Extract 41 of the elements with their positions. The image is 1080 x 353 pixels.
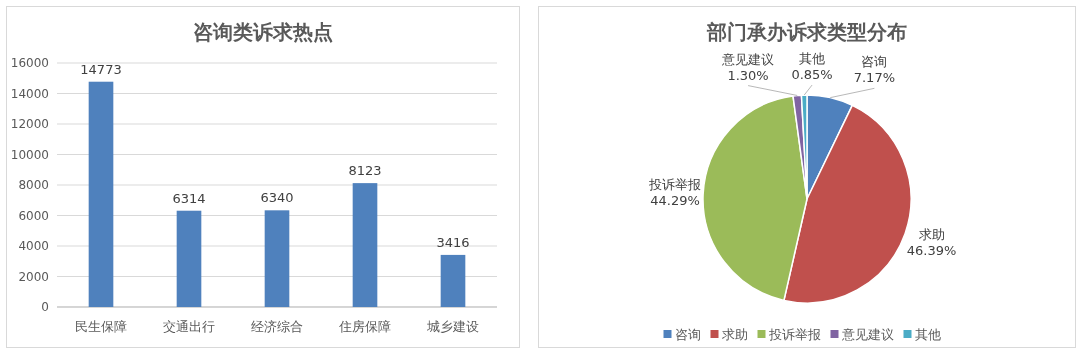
slice-label: 咨询 (861, 54, 888, 70)
y-tick-label: 16000 (10, 56, 49, 70)
bar (440, 254, 466, 307)
y-tick-label: 6000 (18, 208, 49, 223)
data-label: 1.30% (727, 67, 769, 83)
x-tick-label: 住房保障 (338, 319, 391, 334)
data-label: 44.29% (650, 193, 700, 209)
data-label: 7.17% (853, 70, 896, 86)
legend-label: 求助 (721, 327, 748, 342)
x-tick-label: 交通出行 (163, 319, 215, 334)
data-label: 3416 (436, 234, 470, 250)
slice-label: 意见建议 (721, 51, 775, 67)
y-tick-label: 0 (41, 300, 49, 314)
data-label: 6314 (172, 190, 206, 206)
chart-title: 部门承办诉求类型分布 (706, 20, 907, 44)
data-label: 46.39% (906, 242, 957, 258)
data-label: 8123 (348, 163, 382, 179)
slice-label: 求助 (918, 226, 945, 242)
data-label: 14773 (80, 61, 122, 77)
legend-label: 其他 (914, 327, 941, 342)
legend-label: 意见建议 (840, 327, 894, 342)
bar (176, 210, 202, 307)
y-tick-label: 4000 (18, 239, 49, 253)
legend-label: 投诉举报 (767, 327, 821, 342)
data-label: 0.85% (791, 67, 833, 83)
y-tick-label: 10000 (10, 147, 49, 162)
slice-label: 其他 (799, 51, 826, 67)
y-tick-label: 12000 (10, 117, 49, 131)
bar (88, 81, 114, 307)
data-label: 6340 (260, 190, 294, 206)
slice-label: 投诉举报 (648, 177, 702, 193)
y-tick-label: 8000 (18, 178, 49, 192)
bar (352, 183, 378, 307)
bar (264, 210, 290, 307)
x-tick-label: 民生保障 (75, 319, 127, 334)
chart-title: 咨询类诉求热点 (193, 20, 333, 44)
y-tick-label: 2000 (18, 269, 49, 284)
legend-label: 咨询 (674, 327, 701, 342)
x-tick-label: 经济综合 (251, 319, 303, 334)
y-tick-label: 14000 (10, 86, 49, 101)
x-tick-label: 城乡建设 (426, 319, 479, 334)
